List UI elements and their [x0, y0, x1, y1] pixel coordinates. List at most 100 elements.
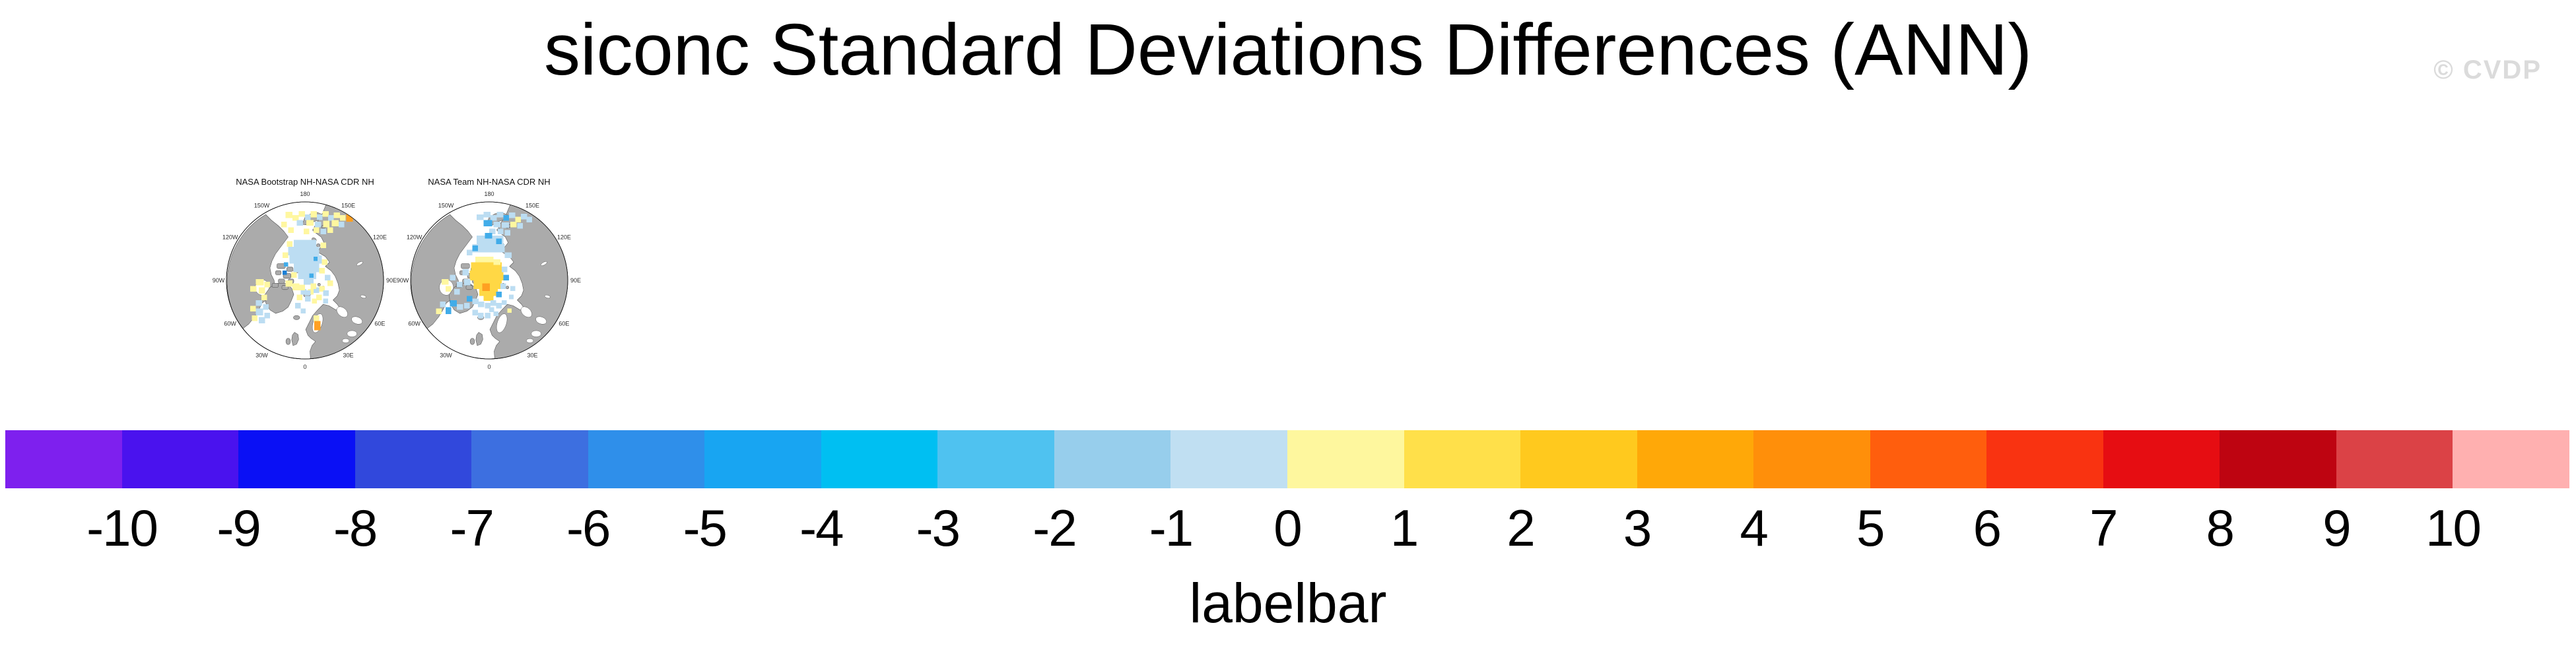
- data-cell: [483, 220, 492, 227]
- colorbar-segment: [1054, 430, 1171, 488]
- data-cell: [446, 286, 452, 292]
- data-cell: [517, 222, 523, 229]
- longitude-label: 30W: [255, 352, 268, 358]
- data-cell: [281, 221, 287, 228]
- data-cell: [300, 308, 306, 313]
- colorbar-segment: [704, 430, 821, 488]
- colorbar-tick-label: -4: [799, 499, 844, 557]
- colorbar-tick-label: -10: [86, 499, 158, 557]
- data-cell: [463, 303, 470, 309]
- colorbar-segment: [238, 430, 355, 488]
- data-cell: [500, 283, 506, 289]
- data-cell: [507, 308, 512, 313]
- data-cell: [450, 275, 456, 280]
- data-cell: [467, 296, 473, 302]
- data-cell: [250, 306, 256, 311]
- data-cell: [469, 271, 504, 280]
- map-boundary-rim: [226, 201, 384, 360]
- data-cell: [441, 278, 449, 285]
- data-cell: [287, 241, 292, 247]
- data-cell: [284, 262, 288, 267]
- data-cell: [328, 215, 334, 221]
- data-cell: [491, 300, 496, 306]
- colorbar-tick-label: 3: [1623, 499, 1652, 557]
- longitude-label: 90W: [397, 277, 409, 284]
- data-cell: [472, 243, 505, 253]
- data-cell: [475, 256, 494, 263]
- colorbar-tick-label: -2: [1033, 499, 1077, 557]
- data-cell: [463, 278, 471, 286]
- colorbar-tick-label: -9: [217, 499, 261, 557]
- data-cell: [263, 304, 269, 310]
- data-cell: [508, 294, 514, 300]
- longitude-label: 120E: [373, 234, 387, 241]
- longitude-label: 30E: [527, 352, 537, 358]
- data-cell: [313, 315, 320, 321]
- longitude-label: 150W: [438, 203, 454, 209]
- data-cell: [252, 315, 257, 321]
- data-cell: [339, 221, 345, 228]
- data-cell: [324, 275, 331, 280]
- difference-cells: [250, 210, 353, 331]
- data-cell: [264, 312, 270, 319]
- data-cell: [504, 230, 510, 236]
- data-cell: [285, 280, 292, 287]
- colorbar-segment: [1637, 430, 1754, 488]
- data-cell: [296, 220, 303, 226]
- map-boundary-rim: [410, 201, 568, 360]
- data-cell: [436, 308, 442, 314]
- data-cell: [510, 221, 517, 228]
- data-cell: [310, 283, 316, 289]
- data-cell: [467, 249, 473, 255]
- longitude-label: 0: [303, 364, 306, 370]
- data-cell: [483, 211, 491, 218]
- data-cell: [288, 247, 320, 255]
- map-title: NASA Bootstrap NH-NASA CDR NH: [236, 177, 374, 187]
- data-cell: [313, 227, 320, 233]
- colorbar-tick-label: 10: [2425, 499, 2482, 557]
- data-cell: [319, 267, 325, 274]
- data-cell: [319, 286, 325, 292]
- data-cell: [346, 213, 353, 222]
- longitude-label: 90E: [386, 277, 397, 284]
- data-cell: [296, 294, 302, 300]
- data-cell: [323, 220, 330, 228]
- data-cell: [496, 292, 502, 298]
- polar-map-nasa-bootstrap: NASA Bootstrap NH-NASA CDR NH 180 150E 120…: [213, 177, 397, 370]
- colorbar-segment: [821, 430, 938, 488]
- data-cell: [313, 287, 320, 294]
- longitude-labels: 180 150E 120E 90E 60E 30E 0 30W 60W 90W 120W 150W: [397, 191, 581, 370]
- data-cell: [320, 242, 326, 249]
- colorbar-segment: [5, 430, 122, 488]
- colorbar-tick-label: -7: [450, 499, 494, 557]
- data-cell: [316, 294, 322, 300]
- data-cell: [520, 214, 527, 220]
- data-cell: [457, 304, 463, 310]
- data-cell: [485, 232, 492, 239]
- data-cell: [489, 228, 496, 234]
- data-cell: [472, 298, 479, 305]
- longitude-label: 60E: [559, 321, 569, 327]
- map-panel-nasa-bootstrap: NASA Bootstrap NH-NASA CDR NH 180 150E 120…: [206, 170, 404, 378]
- data-cell: [476, 214, 484, 220]
- data-cell: [298, 272, 316, 279]
- data-cell: [309, 273, 314, 278]
- data-cell: [299, 284, 305, 290]
- data-cell: [504, 252, 512, 258]
- data-cell: [515, 216, 521, 222]
- figure-title: siconc Standard Deviations Differences (…: [544, 9, 2032, 90]
- data-cell: [288, 227, 294, 233]
- colorbar-segment: [355, 430, 472, 488]
- colorbar-tick-label: 1: [1390, 499, 1419, 557]
- longitude-label: 120W: [407, 234, 423, 241]
- colorbar-tick-label: 8: [2206, 499, 2235, 557]
- colorbar-segment: [2336, 430, 2453, 488]
- longitude-label: 30W: [440, 352, 452, 358]
- colorbar-segment: [2220, 430, 2336, 488]
- data-cell: [485, 312, 491, 319]
- colorbar-ticks: -10 -9 -8 -7 -6 -5 -4 -3 -2 -1 0 1 2 3 4 5 6 7 8 9 10: [0, 496, 2576, 560]
- longitude-labels: 180 150E 120E 90E 60E 30E 0 30W 60W 90W 120W 150W: [213, 191, 397, 370]
- data-cell: [503, 215, 509, 221]
- colorbar-segment: [2453, 430, 2570, 488]
